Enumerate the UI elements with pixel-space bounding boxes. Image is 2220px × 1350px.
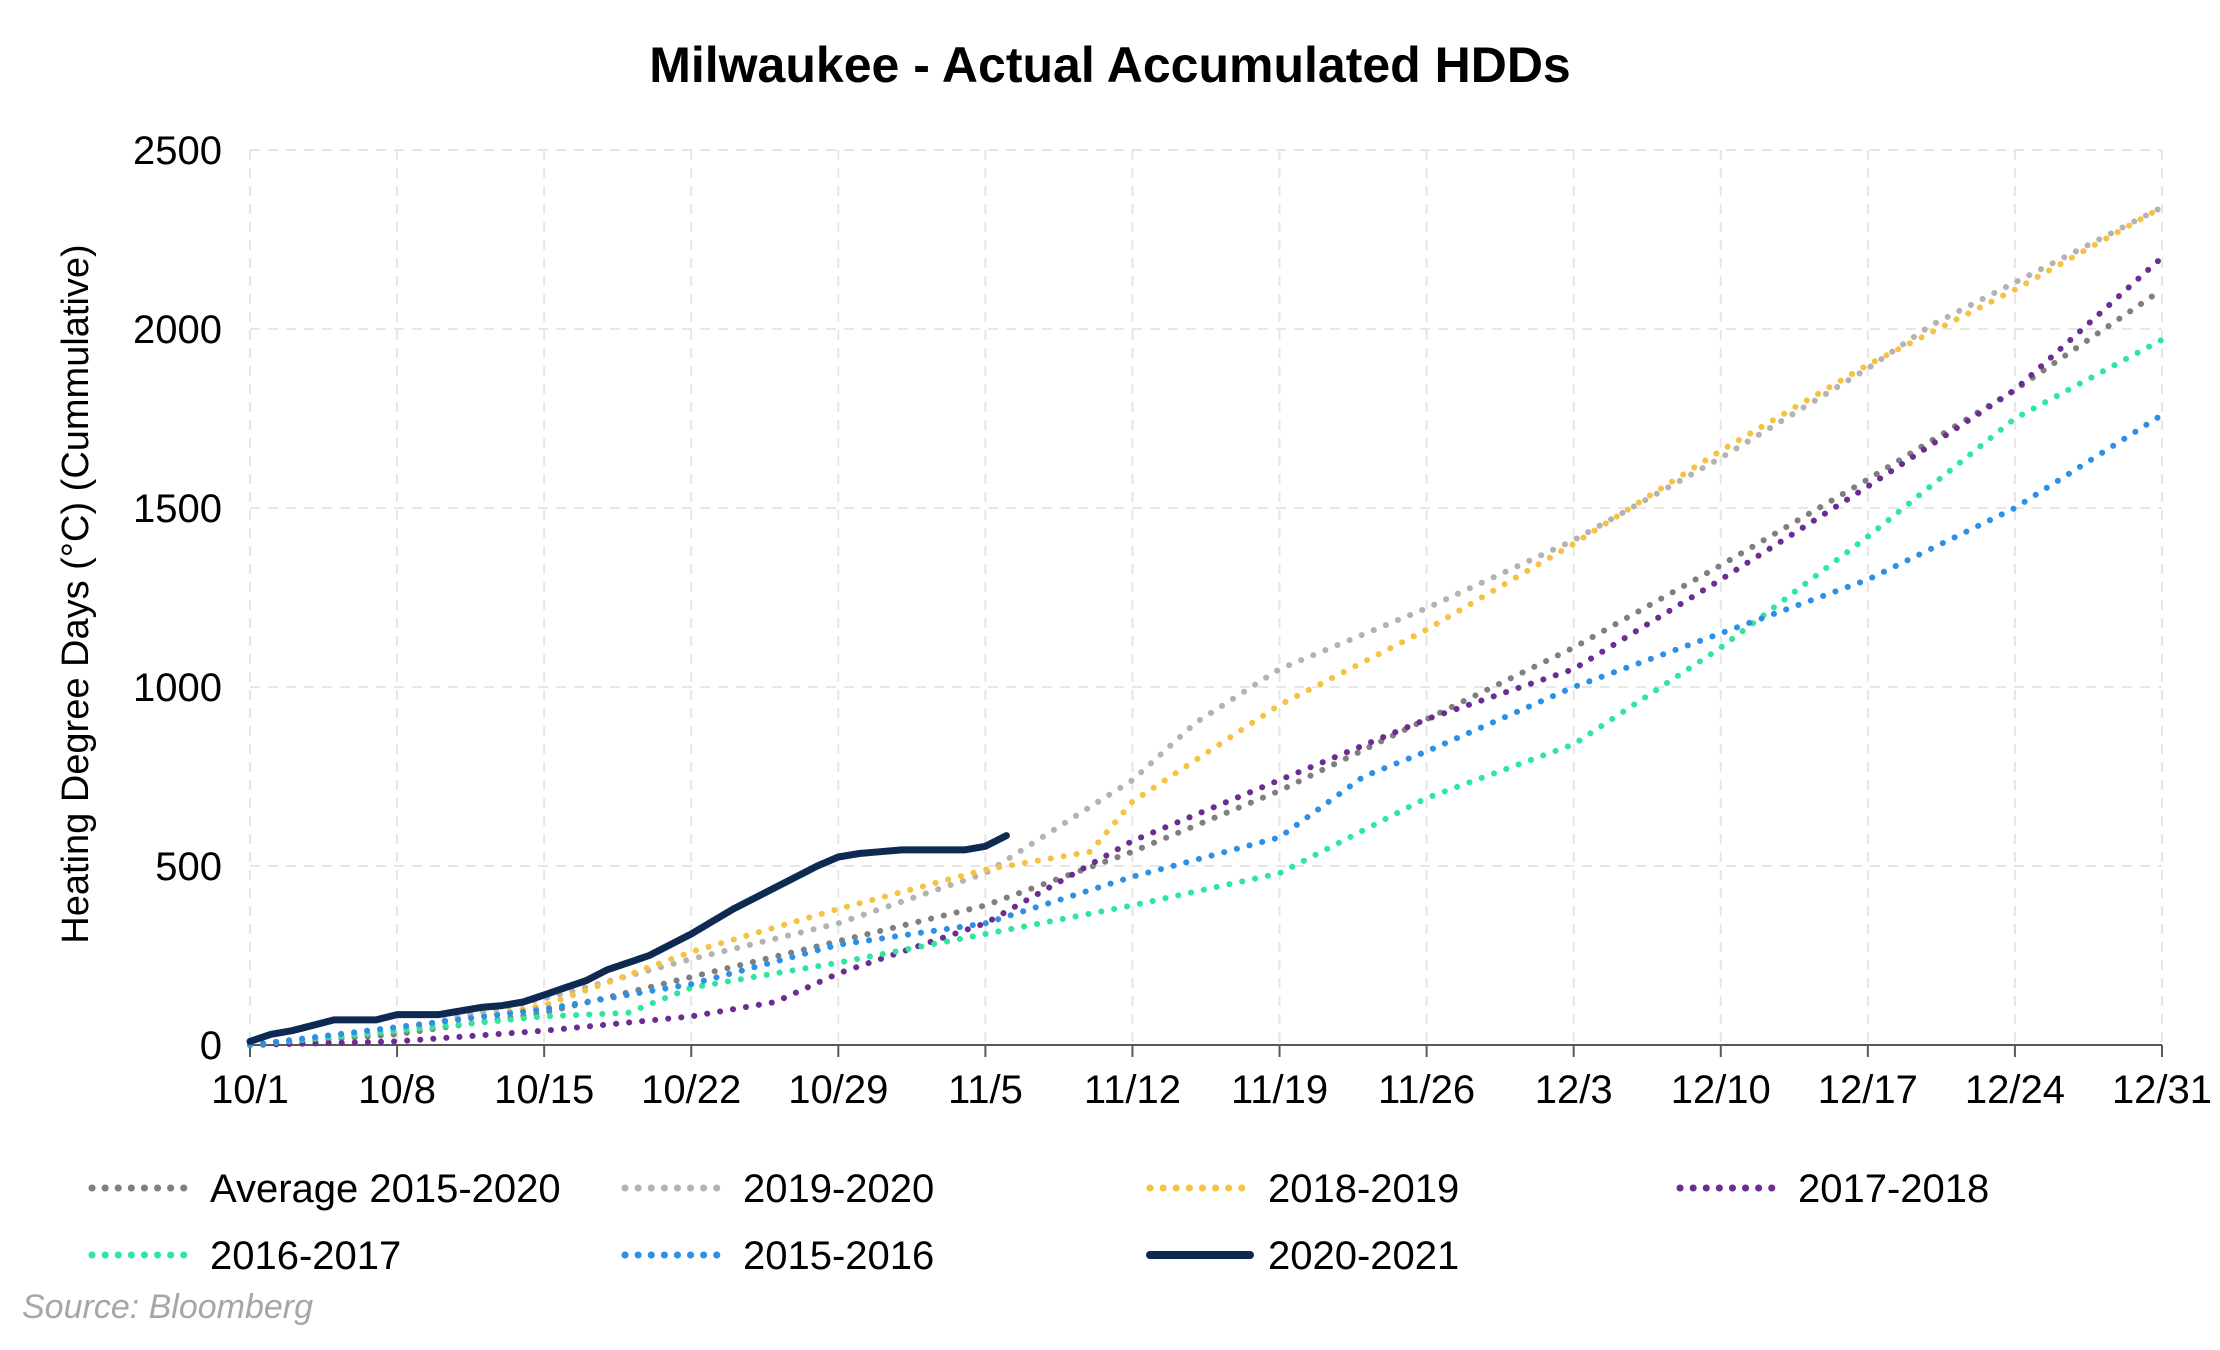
axes — [249, 1044, 2163, 1057]
x-tick-label: 11/26 — [1378, 1068, 1475, 1112]
series-line-2016-2017 — [247, 336, 2165, 1048]
legend: Average 2015-2020 2019-2020 2018-2019 2017-… — [88, 1167, 1989, 1278]
chart-title: Milwaukee - Actual Accumulated HDDs — [649, 37, 1571, 93]
series-line-average-2015-2020 — [247, 286, 2165, 1048]
y-tick-label: 500 — [155, 845, 222, 889]
x-tick-label: 12/3 — [1535, 1068, 1613, 1112]
x-tick-label: 10/15 — [494, 1068, 594, 1112]
x-tick-label: 10/22 — [641, 1068, 741, 1112]
x-tick-label: 11/19 — [1231, 1068, 1328, 1112]
legend-label-average-2015-2020: Average 2015-2020 — [210, 1167, 561, 1211]
x-tick-label: 10/29 — [788, 1068, 888, 1112]
legend-label-2017-2018: 2017-2018 — [1798, 1167, 1989, 1211]
x-tick-label: 11/12 — [1084, 1068, 1181, 1112]
series-group — [246, 204, 2165, 1048]
legend-label-2015-2016: 2015-2016 — [743, 1234, 934, 1278]
x-tick-label: 12/10 — [1671, 1068, 1771, 1112]
x-tick-label: 10/8 — [358, 1068, 436, 1112]
series-line-2018-2019 — [247, 204, 2165, 1048]
x-tick-label: 11/5 — [948, 1068, 1023, 1112]
y-tick-label: 2500 — [133, 129, 222, 173]
grid — [249, 149, 2163, 1045]
source-note: Source: Bloomberg — [22, 1288, 313, 1326]
tick-labels: 0 500 1000 1500 2000 2500 10/1 10/8 10/15 10/22 10… — [133, 129, 2212, 1112]
series-line-2017-2018 — [247, 254, 2165, 1048]
x-tick-label: 10/1 — [211, 1068, 289, 1112]
x-tick-label: 12/31 — [2112, 1068, 2212, 1112]
x-tick-label: 12/24 — [1965, 1068, 2065, 1112]
series-line-2015-2016 — [247, 411, 2165, 1048]
legend-label-2018-2019: 2018-2019 — [1268, 1167, 1459, 1211]
y-tick-label: 1500 — [133, 487, 222, 531]
y-axis-label: Heating Degree Days (°C) (Cummulative) — [55, 244, 97, 943]
y-tick-label: 0 — [200, 1024, 222, 1068]
series-line-2019-2020 — [247, 204, 2165, 1048]
legend-label-2016-2017: 2016-2017 — [210, 1234, 401, 1278]
legend-label-2019-2020: 2019-2020 — [743, 1167, 934, 1211]
series-line-2020-2021 — [246, 832, 1010, 1045]
x-tick-label: 12/17 — [1818, 1068, 1918, 1112]
legend-label-2020-2021: 2020-2021 — [1268, 1234, 1459, 1278]
y-tick-label: 1000 — [133, 666, 222, 710]
y-tick-label: 2000 — [133, 308, 222, 352]
